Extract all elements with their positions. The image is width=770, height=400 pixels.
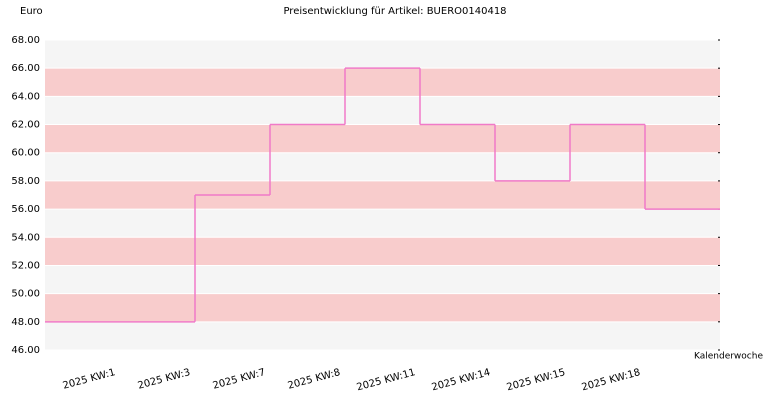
band — [45, 180, 720, 210]
y-tick-label: 66.00 — [11, 63, 40, 74]
band — [45, 265, 720, 294]
y-tick-label: 60.00 — [11, 148, 40, 159]
y-tick-label: 62.00 — [11, 120, 40, 131]
band — [45, 209, 720, 238]
y-tick-label: 50.00 — [11, 289, 40, 300]
y-tick-label: 46.00 — [11, 345, 40, 356]
x-tick-label: 2025 KW:18 — [581, 367, 642, 393]
band — [45, 321, 720, 350]
band — [45, 124, 720, 153]
x-tick-label: 2025 KW:14 — [431, 367, 492, 393]
y-tick-label: 68.00 — [11, 35, 40, 46]
x-axis-title: Kalenderwoche — [694, 352, 763, 362]
x-tick-label: 2025 KW:3 — [137, 367, 192, 392]
y-tick-label: 52.00 — [11, 260, 40, 271]
y-tick-label: 58.00 — [11, 176, 40, 187]
band — [45, 40, 720, 69]
x-tick-label: 2025 KW:8 — [287, 367, 342, 392]
y-tick-label: 56.00 — [11, 204, 40, 215]
band — [45, 96, 720, 125]
y-axis-title: Euro — [20, 6, 43, 17]
x-tick-label: 2025 KW:15 — [506, 367, 567, 393]
x-tick-label: 2025 KW:7 — [212, 367, 267, 392]
x-tick-label: 2025 KW:11 — [356, 367, 417, 393]
band — [45, 237, 720, 266]
x-tick-label: 2025 KW:1 — [62, 367, 117, 392]
chart-title: Preisentwicklung für Artikel: BUERO01404… — [283, 6, 506, 17]
band — [45, 68, 720, 97]
y-tick-label: 48.00 — [11, 317, 40, 328]
band — [45, 152, 720, 181]
y-tick-label: 64.00 — [11, 91, 40, 102]
y-tick-label: 54.00 — [11, 232, 40, 243]
band — [45, 293, 720, 322]
